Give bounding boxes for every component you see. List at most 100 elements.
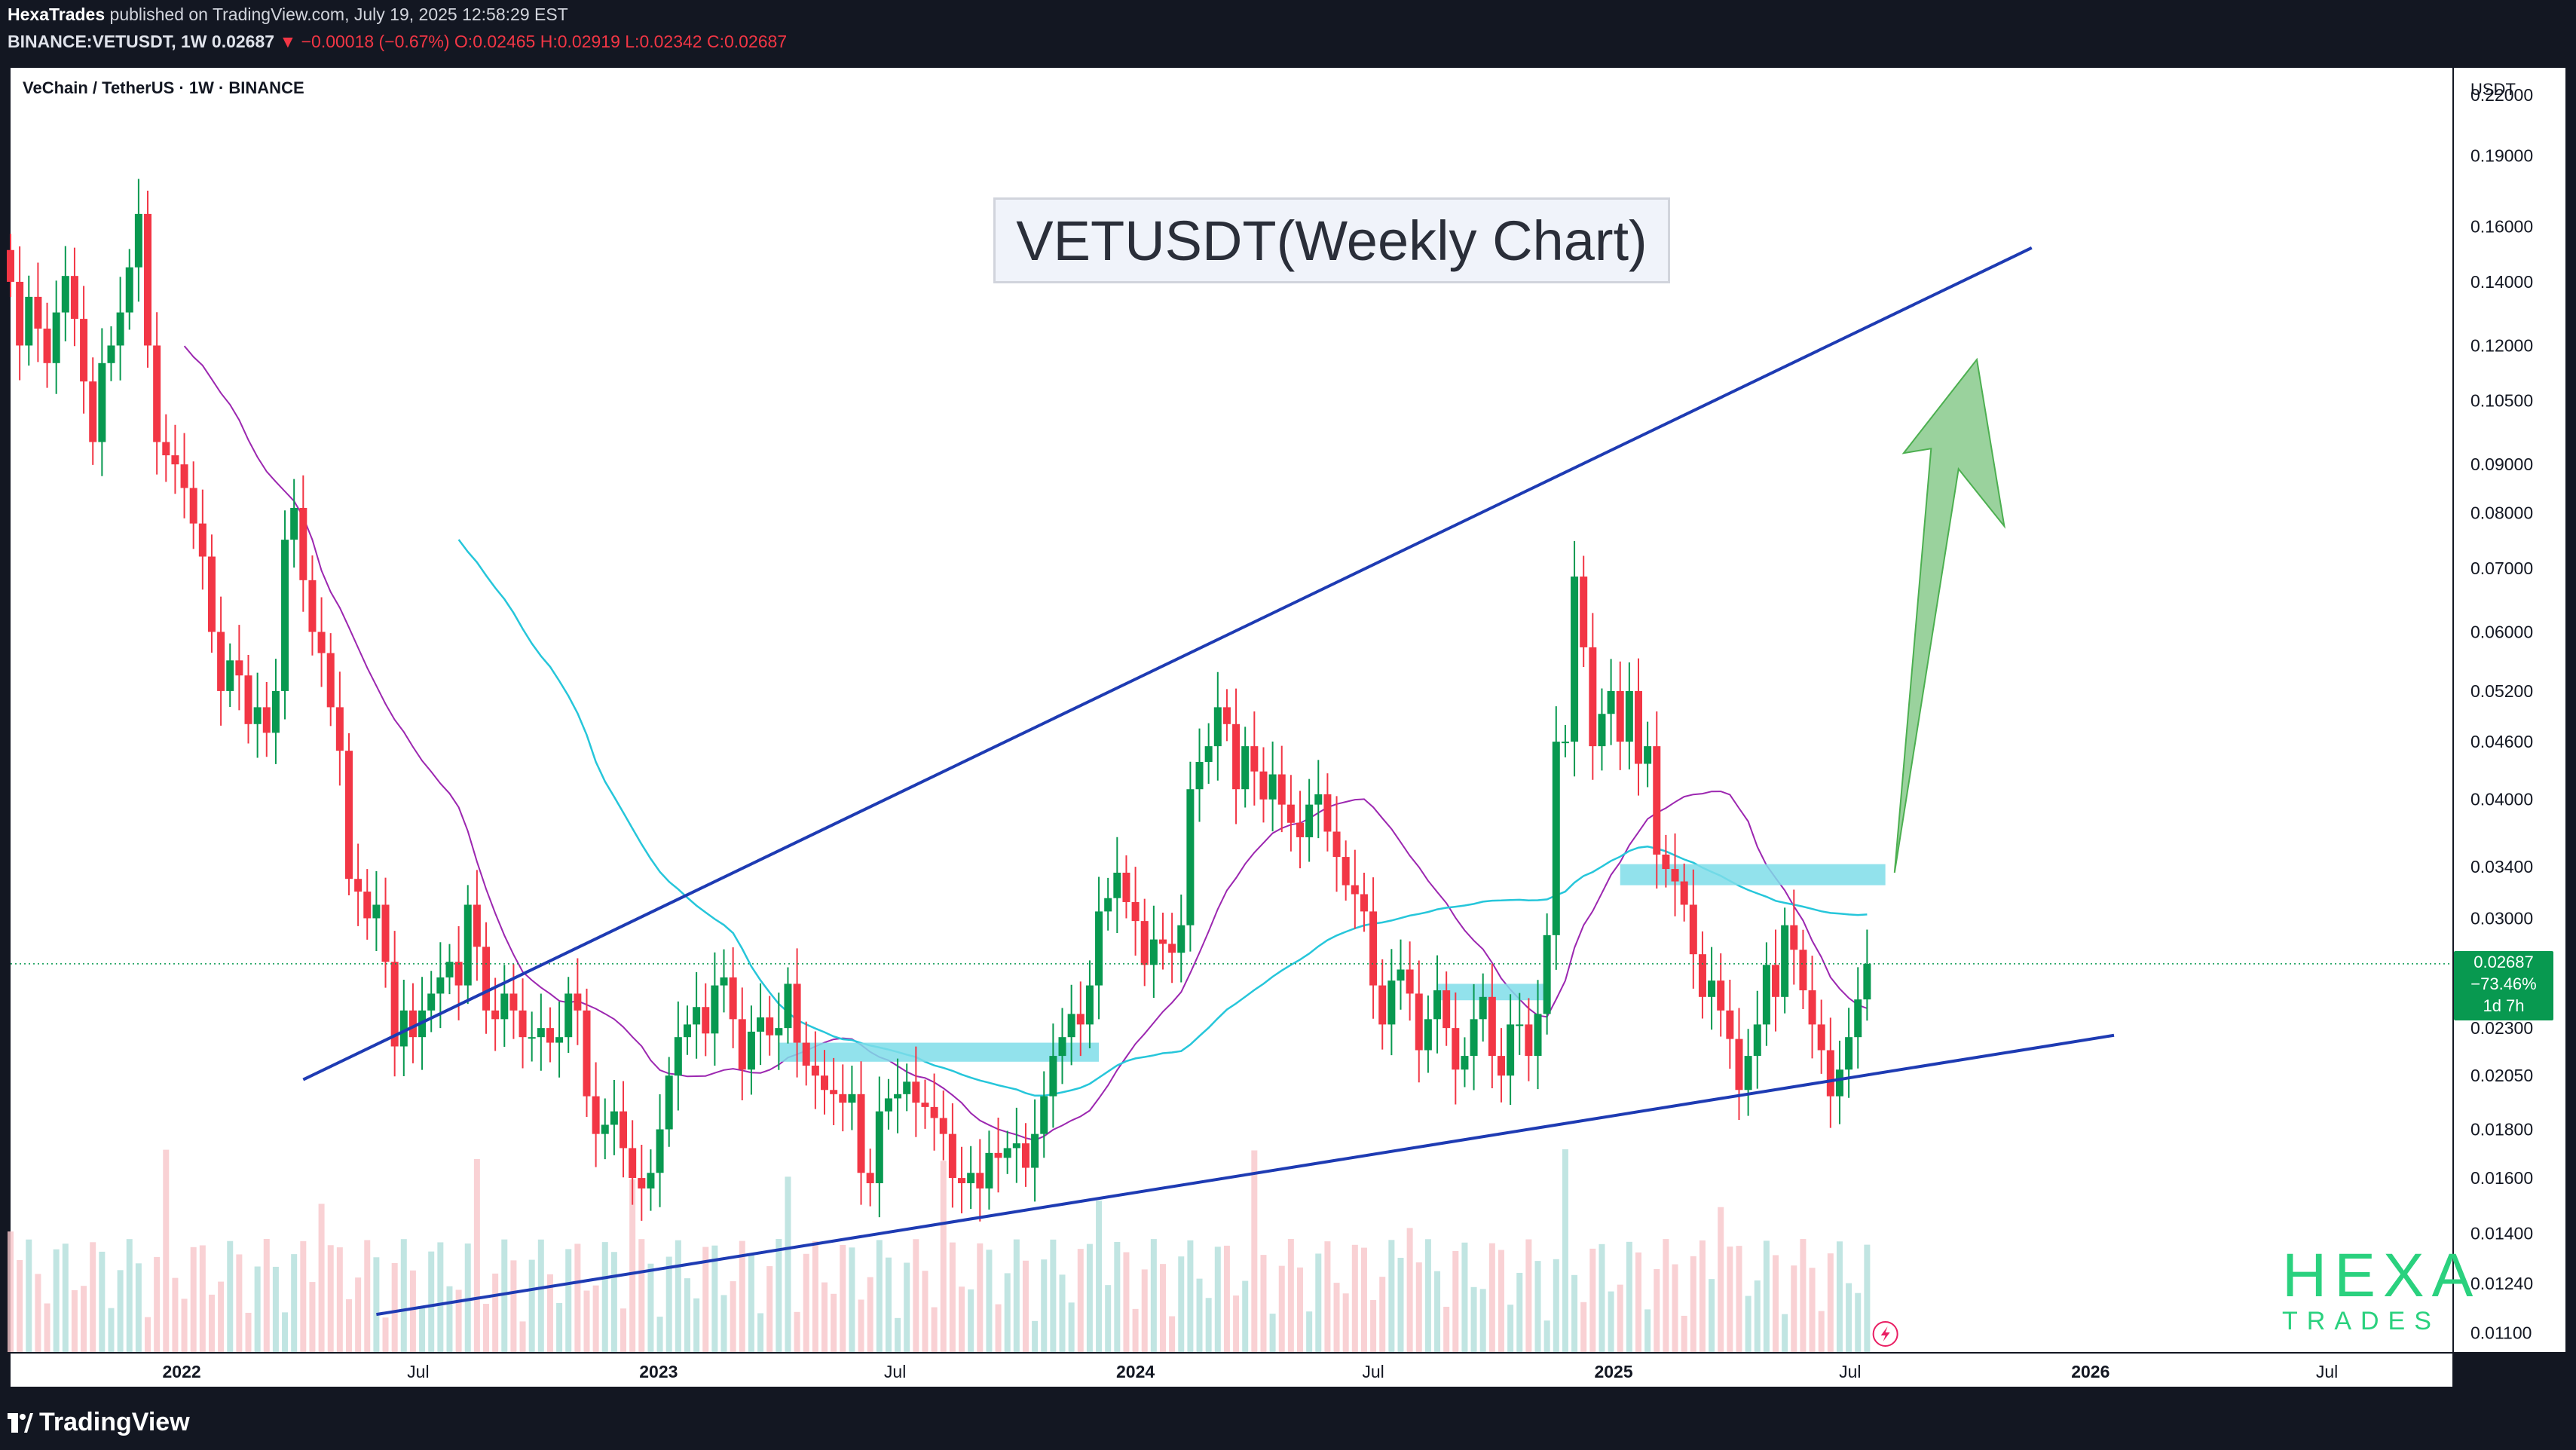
candle-body	[171, 455, 179, 465]
y-tick-label: 0.01400	[2470, 1223, 2533, 1243]
volume-bar	[1059, 1274, 1066, 1352]
volume-bar	[62, 1244, 69, 1352]
candle-body	[1671, 869, 1679, 882]
candle-body	[738, 1019, 746, 1070]
volume-bar	[1608, 1291, 1614, 1352]
candle-body	[281, 540, 289, 691]
candle-body	[1717, 980, 1725, 1011]
candle-body	[1589, 647, 1597, 747]
volume-bar	[117, 1270, 124, 1352]
volume-bar	[1096, 1201, 1103, 1352]
volume-bar	[656, 1317, 663, 1352]
volume-bar	[858, 1299, 864, 1352]
volume-bar	[1580, 1302, 1587, 1352]
volume-bar	[263, 1239, 270, 1352]
candle-body	[884, 1098, 892, 1112]
candle-body	[271, 690, 280, 733]
candle-body	[747, 1031, 755, 1070]
volume-bar	[35, 1274, 41, 1352]
candle-body	[601, 1124, 609, 1134]
author-name[interactable]: HexaTrades	[8, 5, 106, 24]
symbol-label: VeChain / TetherUS · 1W · BINANCE	[23, 78, 304, 97]
volume-bar	[1800, 1239, 1807, 1352]
candle-body	[1204, 746, 1213, 762]
volume-bar	[931, 1307, 938, 1352]
candle-body	[436, 977, 445, 994]
volume-bar	[1260, 1255, 1267, 1352]
candle-body	[500, 993, 509, 1020]
candle-body	[592, 1096, 600, 1134]
y-tick-label: 0.16000	[2470, 217, 2533, 237]
candle-body	[1415, 993, 1423, 1051]
candle-body	[43, 329, 51, 363]
candle-body	[482, 947, 491, 1011]
candle-body	[344, 751, 353, 879]
volume-bar	[1351, 1244, 1358, 1352]
volume-bar	[501, 1239, 508, 1352]
volume-bar	[556, 1302, 563, 1352]
volume-bar	[409, 1270, 416, 1352]
candle-body	[189, 488, 197, 524]
volume-bar	[1123, 1252, 1130, 1352]
volume-bar	[1415, 1262, 1422, 1352]
candle-body	[1689, 904, 1697, 955]
projection-arrow	[1893, 357, 2006, 873]
candle-body	[1067, 1014, 1075, 1038]
candle-body	[1113, 872, 1121, 898]
volume-bar	[831, 1293, 837, 1352]
volume-bar	[739, 1240, 745, 1352]
candle-body	[665, 1075, 673, 1130]
candle-body	[811, 1065, 819, 1076]
candle-body	[381, 904, 390, 962]
watermark-line1: HEXA	[2282, 1241, 2481, 1310]
candle-body	[89, 381, 97, 442]
volume-bar	[592, 1285, 599, 1352]
last-price-value: 0.02687	[2474, 953, 2534, 971]
candle-body	[1781, 925, 1789, 997]
volume-bar	[913, 1239, 919, 1352]
volume-bar	[90, 1242, 96, 1352]
volume-bar	[492, 1273, 499, 1352]
volume-bar	[620, 1308, 627, 1352]
candle-body	[253, 707, 262, 724]
candle-body	[491, 1010, 500, 1020]
candle-body	[1195, 761, 1204, 790]
candle-body	[620, 1111, 628, 1149]
volume-bar	[528, 1259, 535, 1352]
candle-body	[711, 985, 719, 1034]
candle-body	[1049, 1056, 1057, 1097]
volume-bar	[1105, 1285, 1112, 1352]
volume-bar	[1855, 1292, 1862, 1352]
candle-countdown: 1d 7h	[2483, 996, 2525, 1015]
candle-body	[1003, 1148, 1011, 1158]
candle-body	[1817, 1024, 1825, 1051]
volume-bar	[1470, 1286, 1477, 1352]
volume-bar	[647, 1263, 654, 1352]
volume-bar	[464, 1244, 471, 1352]
tradingview-icon	[8, 1413, 33, 1433]
candle-body	[537, 1028, 545, 1038]
tradingview-logo[interactable]: TradingView	[8, 1408, 190, 1437]
volume-bar	[391, 1262, 398, 1352]
y-tick-label: 0.02050	[2470, 1066, 2533, 1085]
candle-body	[180, 464, 188, 488]
last-price-tag: 0.02687 −73.46% 1d 7h	[2454, 951, 2553, 1020]
volume-bar	[1782, 1314, 1788, 1352]
candle-body	[1442, 990, 1451, 1029]
y-tick-label: 0.01800	[2470, 1120, 2533, 1140]
candle-body	[784, 983, 792, 1029]
candle-body	[976, 1173, 984, 1188]
volume-bar	[1397, 1257, 1404, 1352]
volume-bar	[1736, 1246, 1742, 1352]
volume-bar	[610, 1252, 617, 1352]
candle-body	[162, 442, 170, 456]
volume-bar	[364, 1240, 371, 1352]
volume-bar	[876, 1240, 883, 1352]
candle-body	[793, 983, 801, 1043]
volume-bar	[1187, 1240, 1194, 1352]
candle-body	[25, 296, 33, 346]
volume-bar	[1443, 1306, 1450, 1352]
y-tick-label: 0.22000	[2470, 85, 2533, 105]
candle-body	[61, 276, 69, 313]
candle-body	[1268, 774, 1277, 800]
